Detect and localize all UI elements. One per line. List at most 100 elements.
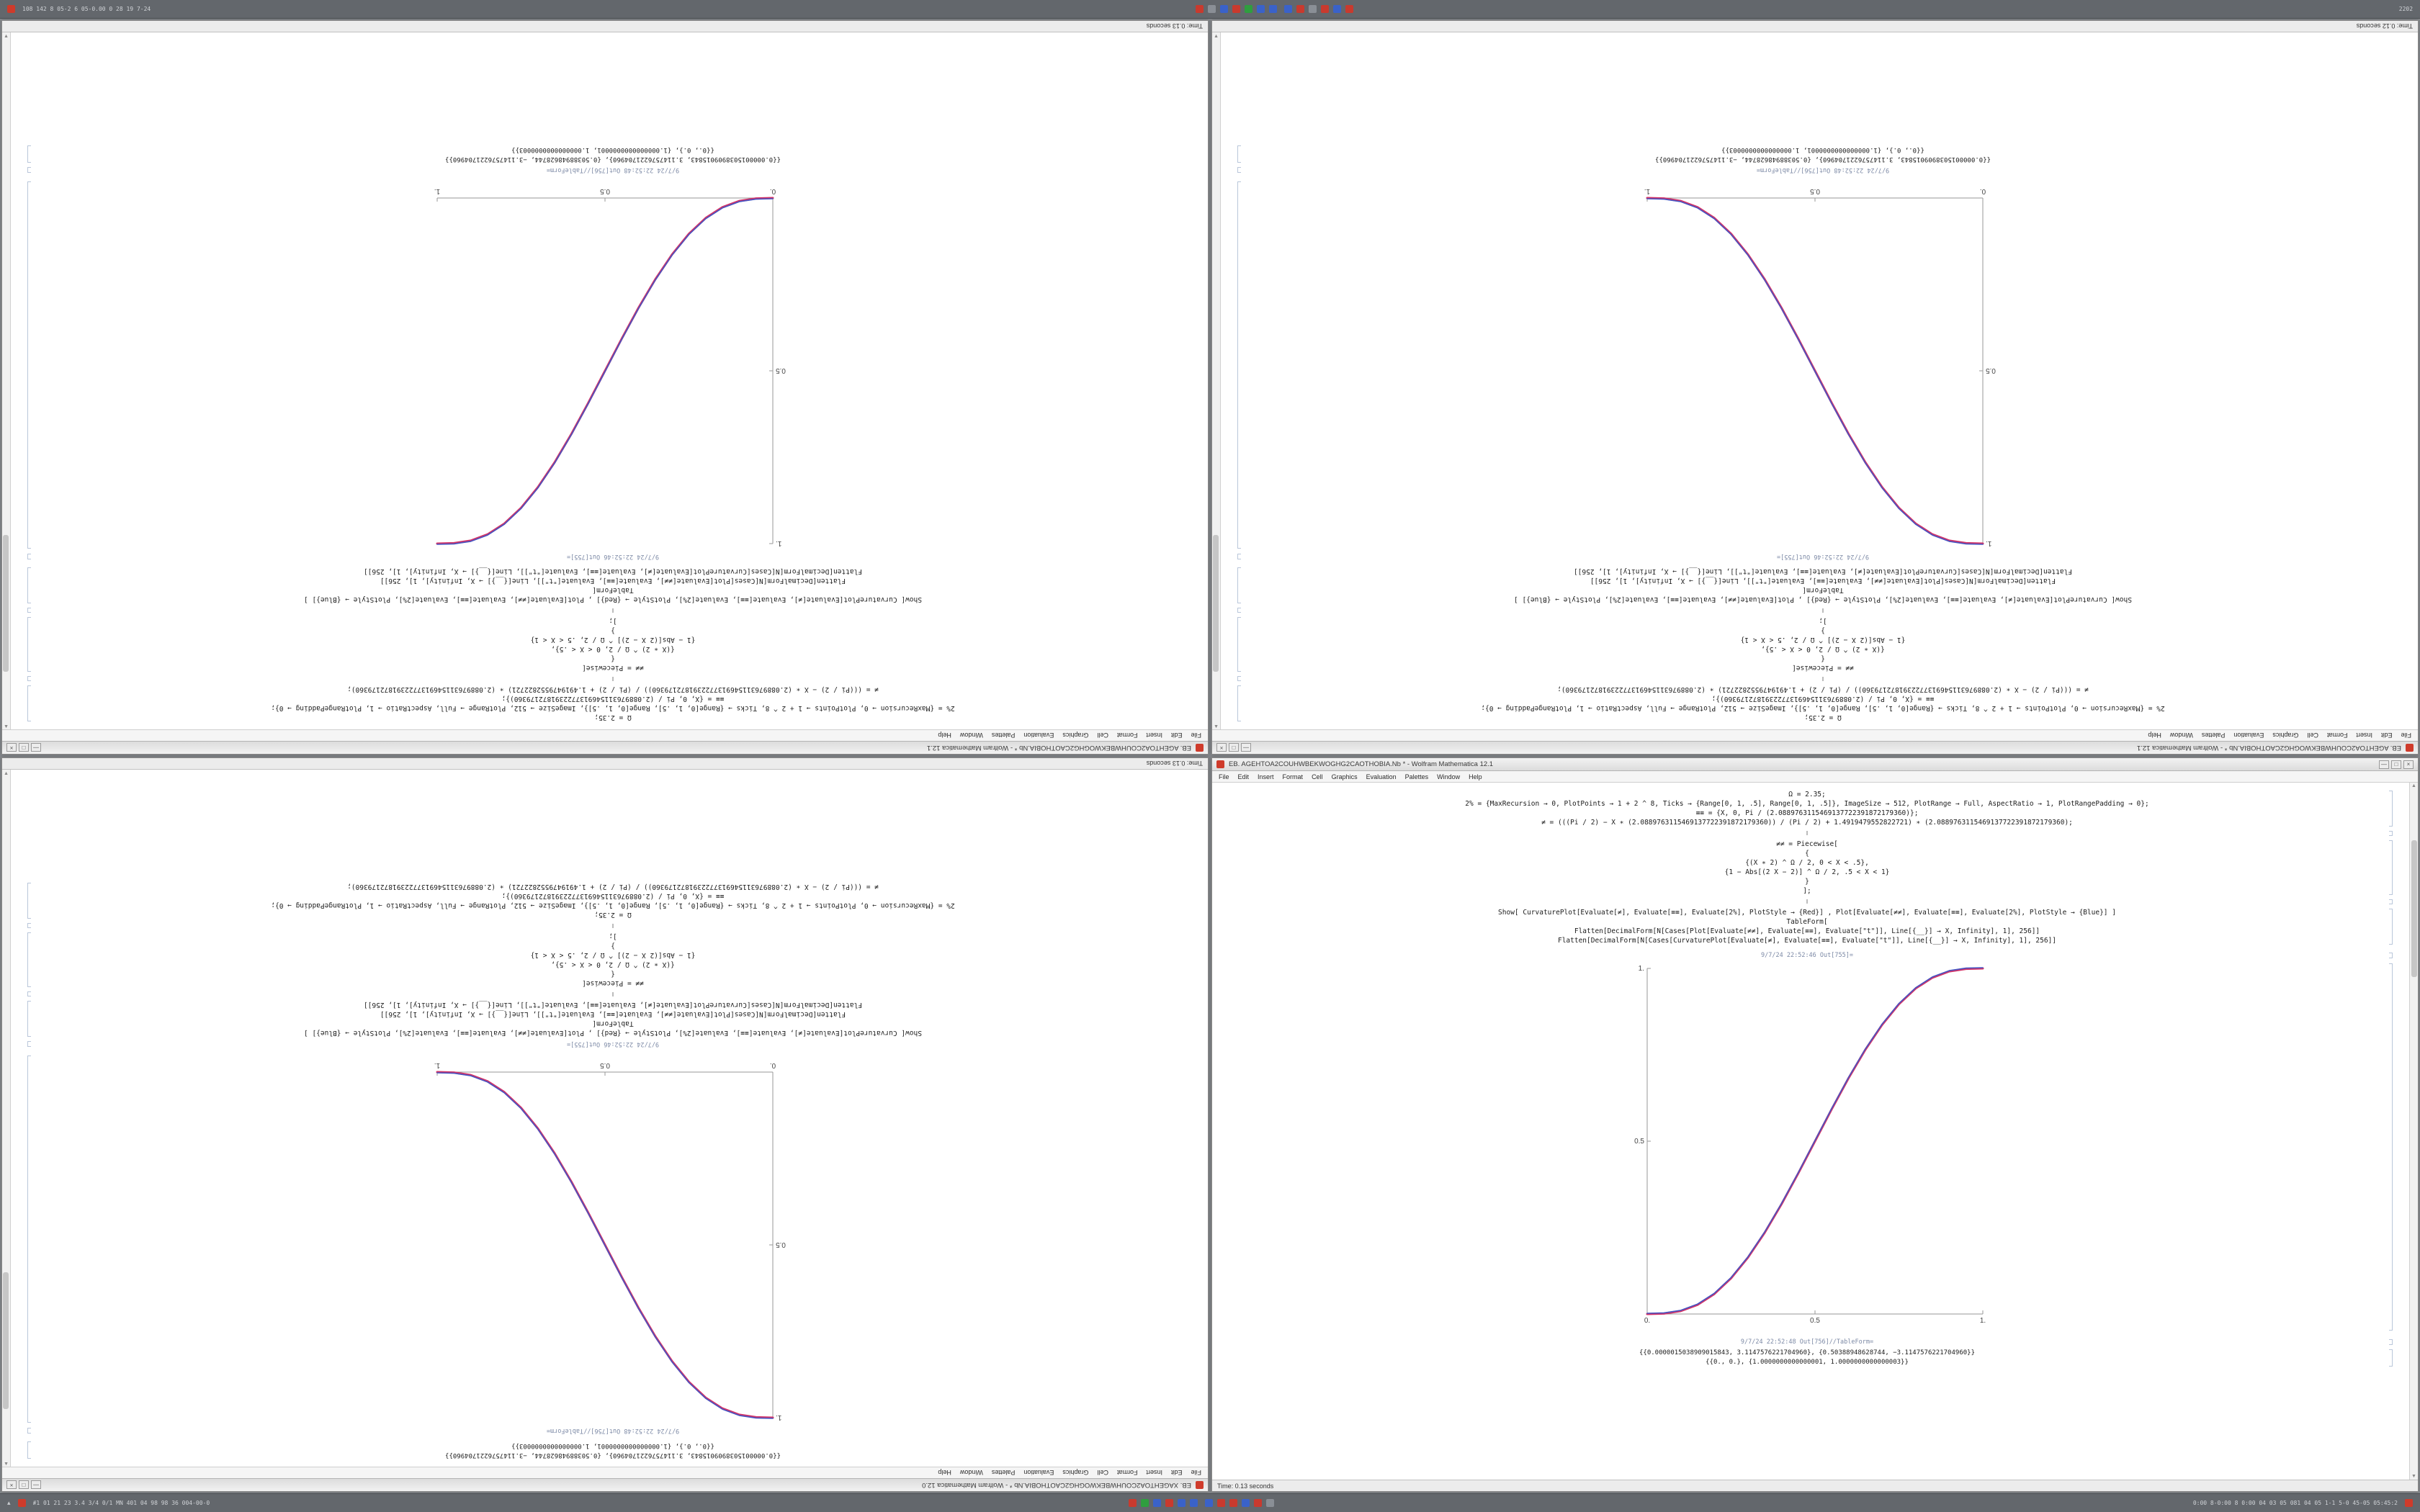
maximize-button[interactable]: □ xyxy=(19,743,29,752)
menu-palettes[interactable]: Palettes xyxy=(991,1469,1016,1477)
notebook-cell-code[interactable]: ≠≠ = Piecewise[{{(X ∗ 2) ^ Ω / 2, 0 < X … xyxy=(1235,616,2411,672)
notebook-cell-table[interactable]: {{0.0000015038909015843, 3.1147576221704… xyxy=(25,1441,1201,1459)
notebook-cell-code[interactable]: ≠≠ = Piecewise[{{(X ∗ 2) ^ Ω / 2, 0 < X … xyxy=(25,616,1201,672)
tray-app-icon[interactable] xyxy=(1217,1499,1225,1507)
tray-app-icon[interactable] xyxy=(1254,1499,1262,1507)
notebook-cell-code[interactable]: Show[ CurvaturePlot[Evaluate[≠], Evaluat… xyxy=(1235,567,2411,604)
titlebar[interactable]: EB. AGEHTOA2COUHWBEKWOGHG2CAOTHOBIA.Nb *… xyxy=(1212,758,2418,771)
notebook-cell-plot[interactable]: 0. 0.5 1. 0.5 1. xyxy=(25,1055,1201,1423)
scrollbar[interactable]: ▲ ▼ xyxy=(1212,32,1221,729)
menu-evaluation[interactable]: Evaluation xyxy=(1023,732,1054,739)
scroll-down-icon[interactable]: ▼ xyxy=(4,770,9,775)
scroll-up-icon[interactable]: ▲ xyxy=(2411,783,2416,788)
menu-evaluation[interactable]: Evaluation xyxy=(1023,1469,1054,1477)
notebook-cell-plot[interactable]: 0. 0.5 1. 0.5 1. xyxy=(25,181,1201,549)
minimize-button[interactable]: — xyxy=(2379,760,2389,769)
cell-bracket[interactable] xyxy=(27,676,31,681)
menu-edit[interactable]: Edit xyxy=(2380,732,2393,739)
tray-app-icon[interactable] xyxy=(1153,1499,1161,1507)
notebook-cell-label[interactable]: 9/7/24 22:52:48 Out[756]//TableForm= xyxy=(1235,166,2411,174)
titlebar[interactable]: EB. AGEHTOA2COUHWBEKWOGHG2CAOTHOBIA.Nb *… xyxy=(2,741,1208,754)
notebook-cell-plot[interactable]: 0. 0.5 1. 0.5 1. xyxy=(1219,963,2395,1331)
notebook-cell-label[interactable]: 9/7/24 22:52:46 Out[755]= xyxy=(1235,553,2411,560)
tray-app-icon[interactable] xyxy=(1129,1499,1137,1507)
cell-bracket[interactable] xyxy=(2389,1349,2393,1367)
cell-bracket[interactable] xyxy=(2389,899,2393,904)
tray-app-icon[interactable] xyxy=(1229,1499,1237,1507)
tray-app-icon[interactable] xyxy=(1296,5,1305,13)
menu-file[interactable]: File xyxy=(1191,1469,1201,1477)
cell-bracket[interactable] xyxy=(2389,909,2393,945)
scroll-up-icon[interactable]: ▲ xyxy=(4,1461,9,1466)
notebook-cell-sep[interactable]: ‖ xyxy=(25,991,1201,997)
notebook-cell-code[interactable]: Ω = 2.35; 2% = {MaxRecursion → 0, PlotPoi… xyxy=(1235,685,2411,722)
tray-app-icon[interactable] xyxy=(1269,5,1278,13)
cell-bracket[interactable] xyxy=(27,554,31,559)
tray-app-icon[interactable] xyxy=(1309,5,1317,13)
menu-evaluation[interactable]: Evaluation xyxy=(1366,773,1397,780)
cell-bracket[interactable] xyxy=(27,1001,31,1037)
tray-app-icon[interactable] xyxy=(1242,1499,1250,1507)
taskbar-app-icon[interactable] xyxy=(17,1499,26,1507)
notebook-cell-sep[interactable]: ‖ xyxy=(1235,675,2411,682)
notebook-cell-plot[interactable]: 0. 0.5 1. 0.5 1. xyxy=(1235,181,2411,549)
tray-app-icon[interactable] xyxy=(1345,5,1354,13)
notebook-cell-table[interactable]: {{0.0000015038909015843, 3.1147576221704… xyxy=(1235,145,2411,163)
minimize-button[interactable]: — xyxy=(1241,743,1251,752)
notebook-cell-code[interactable]: Ω = 2.35; 2% = {MaxRecursion → 0, PlotPoi… xyxy=(1219,790,2395,827)
maximize-button[interactable]: □ xyxy=(1229,743,1239,752)
tray-app-icon[interactable] xyxy=(1333,5,1342,13)
menu-help[interactable]: Help xyxy=(2148,732,2161,739)
cell-bracket[interactable] xyxy=(27,567,31,603)
show-desktop-icon[interactable]: ▴ xyxy=(7,1499,11,1506)
cell-bracket[interactable] xyxy=(1237,608,1241,613)
scrollbar-thumb[interactable] xyxy=(1213,535,1219,672)
menu-insert[interactable]: Insert xyxy=(1146,1469,1162,1477)
maximize-button[interactable]: □ xyxy=(2391,760,2401,769)
menu-help[interactable]: Help xyxy=(1469,773,1482,780)
cell-bracket[interactable] xyxy=(2389,953,2393,958)
tray-app-icon[interactable] xyxy=(1196,5,1204,13)
notebook-cell-code[interactable]: ≠≠ = Piecewise[{{(X ∗ 2) ^ Ω / 2, 0 < X … xyxy=(1219,840,2395,896)
scrollbar[interactable]: ▲ ▼ xyxy=(2,32,11,729)
taskbar-window-list[interactable]: #1 01 21 23 3.4 3/4 0/1 MN 401 04 98 98 … xyxy=(32,1500,210,1506)
cell-bracket[interactable] xyxy=(27,617,31,672)
menu-edit[interactable]: Edit xyxy=(1170,1469,1183,1477)
menu-format[interactable]: Format xyxy=(1282,773,1304,780)
close-button[interactable]: × xyxy=(6,743,17,752)
tray-app-icon[interactable] xyxy=(1220,5,1229,13)
tray-app-icon[interactable] xyxy=(1165,1499,1173,1507)
notebook-cell-sep[interactable]: ‖ xyxy=(25,607,1201,613)
menu-insert[interactable]: Insert xyxy=(1146,732,1162,739)
notebook-cell-label[interactable]: 9/7/24 22:52:46 Out[755]= xyxy=(1219,952,2395,959)
mathematica-window-top-left[interactable]: EB. AGEHTOA2COUHWBEKWOGHG2CAOTHOBIA.Nb *… xyxy=(1,20,1209,755)
cell-bracket[interactable] xyxy=(1237,145,1241,163)
cell-bracket[interactable] xyxy=(27,1041,31,1047)
mathematica-window-bottom-left[interactable]: EB. XAGEHTOA2COUHWBEKWOGHG2CAOTHOBIA.Nb … xyxy=(1,757,1209,1492)
minimize-button[interactable]: — xyxy=(31,1480,41,1490)
scroll-up-icon[interactable]: ▲ xyxy=(4,724,9,729)
tray-app-icon[interactable] xyxy=(1245,5,1253,13)
notebook-cell-table[interactable]: {{0.0000015038909015843, 3.1147576221704… xyxy=(1219,1349,2395,1367)
menu-help[interactable]: Help xyxy=(938,732,951,739)
menu-cell[interactable]: Cell xyxy=(1097,1469,1108,1477)
cell-bracket[interactable] xyxy=(27,685,31,721)
menu-evaluation[interactable]: Evaluation xyxy=(2233,732,2264,739)
menu-cell[interactable]: Cell xyxy=(1097,732,1108,739)
scrollbar[interactable]: ▲ ▼ xyxy=(2,770,11,1467)
menu-file[interactable]: File xyxy=(1219,773,1229,780)
cell-bracket[interactable] xyxy=(2389,791,2393,827)
menu-cell[interactable]: Cell xyxy=(1312,773,1323,780)
close-button[interactable]: × xyxy=(1216,743,1227,752)
minimize-button[interactable]: — xyxy=(31,743,41,752)
tray-app-icon[interactable] xyxy=(1141,1499,1149,1507)
menu-insert[interactable]: Insert xyxy=(1258,773,1274,780)
maximize-button[interactable]: □ xyxy=(19,1480,29,1490)
notebook-cell-label[interactable]: 9/7/24 22:52:46 Out[755]= xyxy=(25,1040,1201,1048)
cell-bracket[interactable] xyxy=(27,1056,31,1423)
notebook-cell-sep[interactable]: ‖ xyxy=(1219,830,2395,837)
cell-bracket[interactable] xyxy=(2389,1339,2393,1345)
close-button[interactable]: × xyxy=(2403,760,2414,769)
cell-bracket[interactable] xyxy=(1237,685,1241,721)
titlebar[interactable]: EB. XAGEHTOA2COUHWBEKWOGHG2CAOTHOBIA.Nb … xyxy=(2,1478,1208,1491)
